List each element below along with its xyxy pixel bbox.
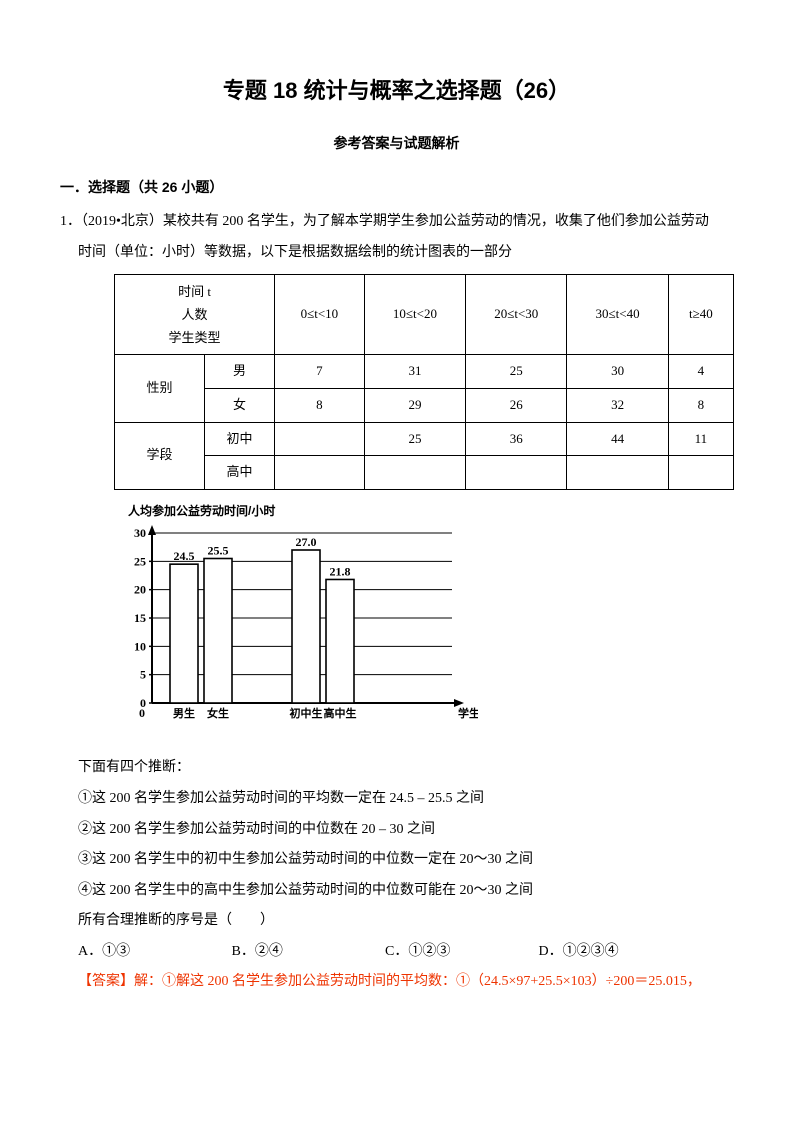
row-label: 高中	[205, 456, 275, 490]
cell: 44	[567, 422, 668, 456]
cell: 32	[567, 388, 668, 422]
row-label: 男	[205, 355, 275, 389]
svg-text:21.8: 21.8	[330, 564, 351, 578]
cell	[668, 456, 733, 490]
row-label: 女	[205, 388, 275, 422]
cell: 4	[668, 355, 733, 389]
inference-item: ②这 200 名学生参加公益劳动时间的中位数在 20 – 30 之间	[78, 817, 733, 844]
cell	[275, 422, 365, 456]
col-header: 30≤t<40	[567, 275, 668, 355]
col-header: t≥40	[668, 275, 733, 355]
inference-item: ④这 200 名学生中的高中生参加公益劳动时间的中位数可能在 20～30 之间	[78, 878, 733, 905]
question-stem-line1: 某校共有 200 名学生，为了解本学期学生参加公益劳动的情况，收集了他们参加公益…	[163, 214, 709, 229]
hdr-line-0: 时间 t	[178, 284, 211, 299]
hdr-line-1: 人数	[181, 307, 207, 322]
option-b: B．②④	[232, 939, 382, 966]
table-corner-header: 时间 t 人数 学生类型	[115, 275, 275, 355]
svg-text:25: 25	[134, 554, 146, 568]
svg-text:高中生: 高中生	[324, 706, 357, 720]
col-header: 20≤t<30	[466, 275, 567, 355]
cell: 25	[364, 422, 465, 456]
question-number: 1．	[60, 214, 81, 229]
chart-svg: 0 5 10 15 20 25 30 24.5 男生 25.5 女生 27.0 初中生 21.8 高中生 学生…	[118, 525, 478, 735]
table-row: 女 8 29 26 32 8	[115, 388, 734, 422]
svg-text:24.5: 24.5	[174, 549, 195, 563]
svg-text:10: 10	[134, 639, 146, 653]
svg-text:初中生: 初中生	[290, 706, 323, 720]
svg-text:27.0: 27.0	[296, 535, 317, 549]
options-row: A．①③ B．②④ C．①②③ D．①②③④	[78, 939, 733, 966]
question-source: （2019•北京）	[81, 214, 163, 229]
question-stem-line2: 时间（单位：小时）等数据，以下是根据数据绘制的统计图表的一部分	[78, 240, 733, 267]
option-d: D．①②③④	[539, 939, 689, 966]
option-c: C．①②③	[385, 939, 535, 966]
svg-text:25.5: 25.5	[208, 543, 229, 557]
cell: 29	[364, 388, 465, 422]
chart-y-axis-title: 人均参加公益劳动时间/小时	[128, 500, 478, 523]
after-chart-text: 下面有四个推断：	[78, 755, 733, 782]
table-row: 高中	[115, 456, 734, 490]
svg-text:20: 20	[134, 582, 146, 596]
cell: 25	[466, 355, 567, 389]
svg-text:30: 30	[134, 526, 146, 540]
svg-text:女生: 女生	[207, 706, 229, 720]
cell	[466, 456, 567, 490]
cell: 26	[466, 388, 567, 422]
cell	[275, 456, 365, 490]
section-heading: 一．选择题（共 26 小题）	[60, 174, 733, 201]
cell: 8	[275, 388, 365, 422]
col-header: 10≤t<20	[364, 275, 465, 355]
cell: 31	[364, 355, 465, 389]
svg-text:5: 5	[140, 667, 146, 681]
hdr-line-2: 学生类型	[168, 330, 220, 345]
svg-text:男生: 男生	[173, 706, 195, 720]
bar-chart: 人均参加公益劳动时间/小时 0 5 10 15 20 25 30 24.5 男生 25.5 女生 27…	[118, 500, 478, 745]
cell	[567, 456, 668, 490]
cell	[364, 456, 465, 490]
col-header: 0≤t<10	[275, 275, 365, 355]
inference-item: ③这 200 名学生中的初中生参加公益劳动时间的中位数一定在 20～30 之间	[78, 847, 733, 874]
row-label: 初中	[205, 422, 275, 456]
cell: 30	[567, 355, 668, 389]
cell: 11	[668, 422, 733, 456]
table-row: 学段 初中 25 36 44 11	[115, 422, 734, 456]
row-group-label: 学段	[115, 422, 205, 489]
row-group-label: 性别	[115, 355, 205, 422]
page-title: 专题 18 统计与概率之选择题（26）	[60, 70, 733, 112]
cell: 36	[466, 422, 567, 456]
question-ask: 所有合理推断的序号是（ ）	[78, 908, 733, 935]
question-1: 1．（2019•北京）某校共有 200 名学生，为了解本学期学生参加公益劳动的情…	[60, 209, 733, 996]
cell: 8	[668, 388, 733, 422]
data-table: 时间 t 人数 学生类型 0≤t<10 10≤t<20 20≤t<30 30≤t…	[114, 274, 734, 490]
svg-text:15: 15	[134, 611, 146, 625]
page-subtitle: 参考答案与试题解析	[60, 130, 733, 157]
cell: 7	[275, 355, 365, 389]
inference-item: ①这 200 名学生参加公益劳动时间的平均数一定在 24.5 – 25.5 之间	[78, 786, 733, 813]
table-row: 性别 男 7 31 25 30 4	[115, 355, 734, 389]
svg-text:0: 0	[139, 706, 145, 720]
answer-text: 【答案】解：①解这 200 名学生参加公益劳动时间的平均数：①（24.5×97+…	[78, 969, 733, 996]
option-a: A．①③	[78, 939, 228, 966]
svg-text:学生类别: 学生类别	[458, 706, 478, 720]
